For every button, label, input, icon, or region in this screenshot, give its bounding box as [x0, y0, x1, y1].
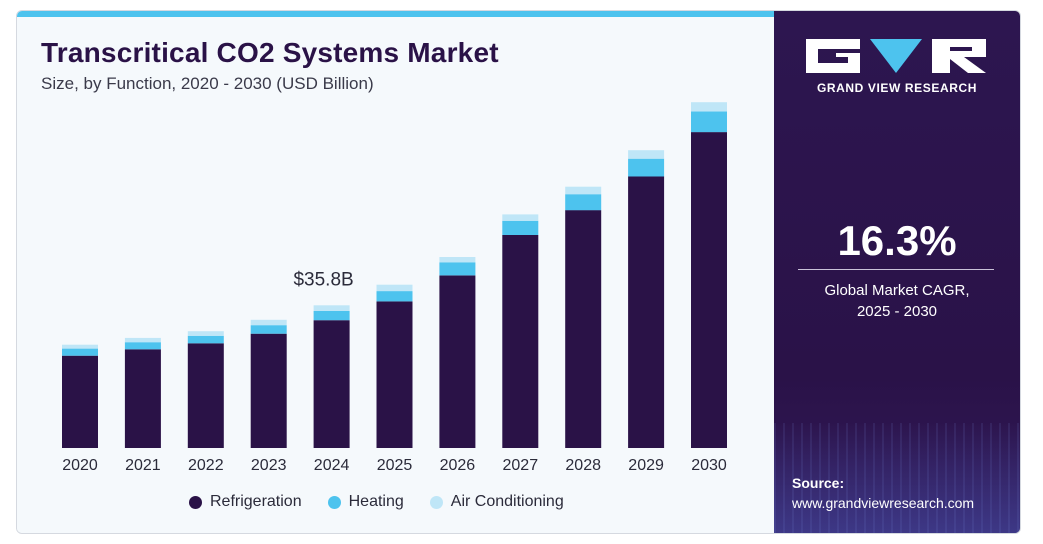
bar-chart: 2020 2021 2022 2023 2024 $35.8B 2025 2026 2027 20… — [62, 102, 727, 474]
x-tick-label-2029: 2029 — [628, 457, 664, 474]
x-tick-label-2028: 2028 — [565, 457, 601, 474]
chart-legend: Refrigeration Heating Air Conditioning — [189, 491, 590, 513]
legend-swatch-refrigeration — [189, 495, 202, 509]
grand-view-research-logo — [806, 39, 986, 73]
insight-sidebar: GRAND VIEW RESEARCH 16.3% Global Market … — [774, 11, 1020, 533]
bar-air-conditioning-2022 — [187, 331, 224, 336]
x-tick-label-2025: 2025 — [377, 457, 413, 474]
bar-air-conditioning-2030 — [691, 102, 727, 112]
bar-refrigeration-2027 — [502, 235, 539, 448]
bar-heating-2027 — [502, 220, 539, 235]
bar-refrigeration-2020 — [62, 355, 98, 448]
bar-heating-2029 — [628, 158, 665, 177]
x-tick-label-2024: 2024 — [314, 457, 350, 474]
cagr-value: 16.3% — [837, 217, 957, 264]
bar-refrigeration-2025 — [376, 301, 413, 448]
legend-swatch-heating — [327, 495, 341, 509]
value-annotation: $35.8B — [293, 269, 353, 290]
bar-air-conditioning-2024 — [313, 305, 350, 311]
chart-card: Transcritical CO2 Systems Market Size, b… — [16, 10, 1021, 534]
accent-bar — [17, 11, 774, 17]
bar-refrigeration-2023 — [250, 333, 287, 448]
bar-refrigeration-2026 — [439, 275, 476, 448]
bar-air-conditioning-2028 — [565, 186, 602, 195]
chart-panel: Transcritical CO2 Systems Market Size, b… — [17, 11, 774, 533]
bar-refrigeration-2028 — [565, 210, 602, 448]
bar-air-conditioning-2026 — [439, 257, 476, 263]
x-tick-label-2020: 2020 — [62, 457, 98, 474]
bar-heating-2025 — [376, 291, 413, 302]
legend-swatch-air-conditioning — [429, 495, 443, 509]
bar-refrigeration-2021 — [124, 349, 161, 448]
decorative-glow — [774, 423, 1020, 533]
bar-heating-2022 — [187, 335, 224, 344]
source-link[interactable]: www.grandviewresearch.com — [792, 495, 975, 511]
bar-heating-2024 — [313, 311, 350, 321]
bar-air-conditioning-2020 — [62, 344, 98, 349]
legend-label-refrigeration: Refrigeration — [210, 493, 302, 510]
cagr-label-line-1: Global Market CAGR, — [824, 282, 970, 299]
bar-heating-2023 — [250, 325, 287, 334]
bar-air-conditioning-2025 — [376, 284, 413, 292]
cagr-label-line-2: 2025 - 2030 — [856, 303, 938, 320]
bar-heating-2020 — [62, 348, 98, 356]
chart-subtitle: Size, by Function, 2020 - 2030 (USD Bill… — [41, 74, 374, 93]
bar-heating-2030 — [691, 111, 727, 133]
legend-item-refrigeration: Refrigeration — [189, 493, 302, 511]
legend-label-air-conditioning: Air Conditioning — [450, 493, 564, 510]
x-tick-label-2030: 2030 — [691, 457, 727, 474]
x-tick-label-2023: 2023 — [251, 457, 287, 474]
brand-name: GRAND VIEW RESEARCH — [816, 81, 978, 95]
divider — [798, 269, 994, 270]
bar-refrigeration-2029 — [628, 176, 665, 448]
bar-heating-2021 — [124, 342, 161, 350]
bar-heating-2028 — [565, 194, 602, 211]
bar-air-conditioning-2027 — [502, 214, 539, 221]
bar-air-conditioning-2021 — [124, 337, 161, 343]
legend-item-air-conditioning: Air Conditioning — [429, 493, 564, 511]
cagr-label: Global Market CAGR, 2025 - 2030 — [774, 280, 1020, 322]
chart-title: Transcritical CO2 Systems Market — [41, 37, 499, 68]
bar-refrigeration-2024 — [313, 320, 350, 448]
legend-label-heating: Heating — [348, 493, 404, 510]
x-tick-label-2021: 2021 — [125, 457, 161, 474]
bar-air-conditioning-2029 — [628, 150, 665, 159]
x-tick-label-2022: 2022 — [188, 457, 224, 474]
x-tick-label-2026: 2026 — [440, 457, 476, 474]
bar-air-conditioning-2023 — [250, 319, 287, 326]
x-tick-label-2027: 2027 — [503, 457, 539, 474]
bar-heating-2026 — [439, 262, 476, 276]
bar-refrigeration-2022 — [187, 343, 224, 448]
bar-refrigeration-2030 — [691, 132, 727, 448]
legend-item-heating: Heating — [327, 493, 404, 511]
source-title: Source: — [792, 475, 845, 491]
